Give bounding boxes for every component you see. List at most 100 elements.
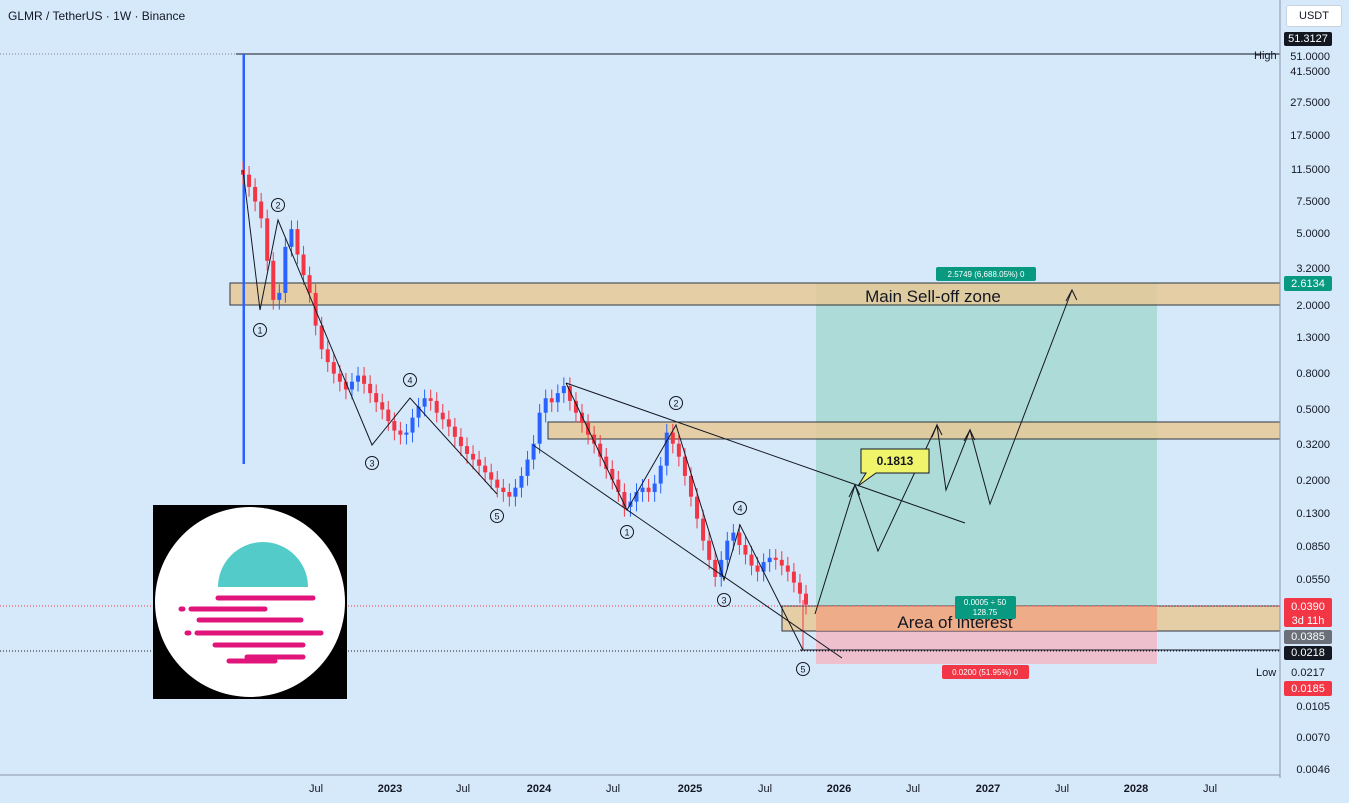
- projection-arrowhead: [1065, 288, 1078, 302]
- wave-label-circle: [717, 593, 731, 607]
- candle-body: [737, 532, 742, 546]
- candle-body: [356, 375, 361, 382]
- high-value-tag: 51.3127: [1288, 33, 1328, 45]
- zone-top-tag: 2.6134: [1291, 278, 1325, 290]
- low-value-tag: 0.0217: [1291, 667, 1325, 679]
- price-tick-label: 1.3000: [1296, 332, 1330, 344]
- candle-body: [464, 446, 469, 454]
- candle-body: [489, 472, 494, 480]
- risk-ratio-box: [955, 596, 1016, 619]
- candle-body: [616, 479, 621, 493]
- time-tick-label: 2024: [527, 783, 552, 795]
- currency-button[interactable]: USDT: [1286, 5, 1342, 27]
- candle-body: [374, 393, 379, 403]
- time-tick-label: Jul: [606, 783, 620, 795]
- time-tick-label: Jul: [456, 783, 470, 795]
- candle-body: [343, 381, 348, 390]
- low-label: Low: [1256, 667, 1276, 679]
- price-tick-label: 41.5000: [1290, 66, 1330, 78]
- candle-body: [501, 487, 506, 493]
- candle-body: [604, 456, 609, 469]
- wave-label-circle: [669, 396, 683, 410]
- risk-ratio-line1: 0.0005 ÷ 50: [964, 598, 1007, 607]
- candle-body: [325, 349, 330, 363]
- candle-body: [428, 398, 433, 401]
- wave-label: 4: [737, 504, 742, 514]
- price-tick-label: 0.2000: [1296, 475, 1330, 487]
- candle-body: [477, 459, 482, 466]
- price-tick-label: 0.5000: [1296, 404, 1330, 416]
- candle-body: [265, 218, 270, 261]
- stop-percent-text: 0.0200 (51.95%) 0: [952, 668, 1018, 677]
- lower-channel-line: [532, 444, 843, 659]
- price-tick-label: 0.8000: [1296, 368, 1330, 380]
- price-tick-label: 0.3200: [1296, 439, 1330, 451]
- candle-body: [713, 559, 718, 577]
- candle-body: [634, 492, 639, 502]
- wave-label-circle: [733, 501, 747, 515]
- candle-body: [471, 453, 476, 460]
- wave-label-circle: [403, 373, 417, 387]
- candle-body: [707, 540, 712, 560]
- wave-label-circle: [253, 323, 267, 337]
- candle-body: [695, 496, 700, 519]
- candle-body: [507, 492, 512, 497]
- time-tick-label: Jul: [758, 783, 772, 795]
- candle-body: [646, 487, 651, 493]
- wave-label: 1: [624, 528, 629, 538]
- wave-label-circle: [796, 662, 810, 676]
- projection-arrowhead: [963, 428, 976, 442]
- time-tick-label: 2028: [1124, 783, 1148, 795]
- countdown-tag: 3d 11h: [1292, 615, 1325, 627]
- candle-body: [440, 412, 445, 420]
- risk-ratio-line2: 128.75: [973, 608, 998, 617]
- candle-body: [289, 229, 294, 247]
- target-percent-box: [936, 267, 1036, 281]
- low-stop-tag-box: [1284, 681, 1332, 696]
- candle-body: [537, 412, 542, 444]
- stop-tag-box: [1284, 646, 1332, 660]
- candle-body: [761, 562, 766, 572]
- candle-body: [531, 443, 536, 460]
- candle-body: [452, 426, 457, 437]
- zone-top-tag-box: [1284, 276, 1332, 291]
- current-price-box: [1284, 598, 1332, 627]
- low-stop-tag: 0.0185: [1291, 683, 1325, 695]
- projection-arrowhead: [848, 483, 861, 498]
- candle-body: [513, 487, 518, 497]
- candle-body: [549, 398, 554, 403]
- price-tick-label: 0.0550: [1296, 574, 1330, 586]
- price-tick-label: 0.0046: [1296, 764, 1330, 776]
- candle-body: [331, 362, 336, 374]
- candle-body: [676, 443, 681, 457]
- price-tick-label: 0.0070: [1296, 732, 1330, 744]
- wave-label-circle: [620, 525, 634, 539]
- candle-body: [283, 246, 288, 293]
- candle-body: [277, 292, 282, 300]
- candle-body: [301, 254, 306, 276]
- candle-body: [380, 402, 385, 410]
- upper-channel-line: [565, 382, 966, 524]
- time-tick-label: 2025: [678, 783, 702, 795]
- projection-arrowhead: [931, 423, 943, 438]
- stop-tag: 0.0218: [1291, 647, 1325, 659]
- target-callout-box: [857, 448, 930, 487]
- wave-label: 3: [369, 459, 374, 469]
- sell-zone-rect: [229, 282, 1281, 306]
- candle-body: [404, 432, 409, 435]
- wave-line-cycle-2: [565, 382, 804, 651]
- candle-body: [743, 545, 748, 555]
- candle-body: [773, 557, 778, 560]
- wave-label: 4: [407, 376, 412, 386]
- glmr-logo: [153, 505, 347, 699]
- time-tick-label: Jul: [1055, 783, 1069, 795]
- candle-body: [767, 557, 772, 563]
- candle-body: [804, 593, 808, 605]
- candle-body: [561, 386, 566, 394]
- wave-label-circle: [271, 198, 285, 212]
- target-callout-text: 0.1813: [877, 454, 914, 468]
- sell-zone-label: Main Sell-off zone: [865, 287, 1001, 306]
- candle-body: [555, 393, 560, 403]
- wave-label-circle: [490, 509, 504, 523]
